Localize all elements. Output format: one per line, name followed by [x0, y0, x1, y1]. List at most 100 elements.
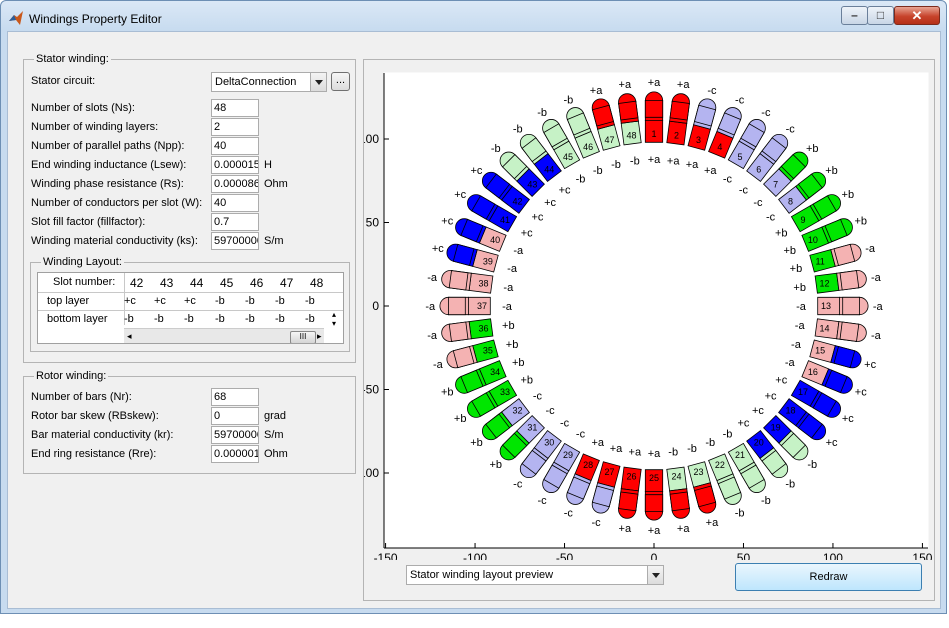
slot: 17 +c +c — [775, 374, 854, 424]
bars-input[interactable]: 68 — [211, 388, 259, 406]
scroll-up-icon[interactable]: ▴ — [332, 310, 337, 319]
close-button[interactable]: ✕ — [894, 6, 940, 25]
skew-label: Rotor bar skew (RBskew): — [31, 410, 159, 422]
top-phase-label: -c — [513, 479, 523, 491]
slots-input[interactable]: 48 — [211, 99, 259, 117]
row-divider — [38, 310, 343, 311]
bottom-layer-cell[interactable]: -b — [245, 313, 255, 325]
top-phase-label: -a — [427, 272, 438, 284]
matlab-icon — [9, 11, 23, 25]
ks-label: Winding material conductivity (ks): — [31, 235, 198, 247]
maximize-icon: □ — [876, 8, 885, 22]
slot-header-cell: 45 — [220, 276, 234, 290]
top-layer-cell[interactable]: -b — [275, 295, 285, 307]
minimize-button[interactable]: – — [841, 6, 868, 25]
rre-label: End ring resistance (Rre): — [31, 448, 157, 460]
slot: 10 +b +b — [783, 215, 867, 256]
kr-unit: S/m — [264, 429, 284, 441]
scroll-left-icon[interactable]: ◂ — [127, 331, 132, 341]
top-phase-label: -c — [538, 495, 548, 507]
preview-selector[interactable]: Stator winding layout preview — [406, 565, 664, 585]
winding-layout-table[interactable]: Slot number: top layer bottom layer 42 4… — [37, 272, 344, 344]
top-phase-label: +a — [648, 525, 661, 537]
bottom-phase-label: -a — [502, 301, 513, 313]
conductors-input[interactable]: 40 — [211, 194, 259, 212]
chevron-down-icon — [647, 566, 663, 584]
bottom-layer-cell[interactable]: -b — [184, 313, 194, 325]
slot-top-fill — [824, 369, 848, 394]
scroll-thumb[interactable]: III — [290, 331, 316, 343]
top-phase-label: -a — [865, 243, 876, 255]
close-icon: ✕ — [911, 8, 923, 23]
slot-number-label: 25 — [649, 473, 659, 483]
bottom-layer-cell[interactable]: -b — [215, 313, 225, 325]
kr-input[interactable]: 59700000 — [211, 426, 259, 444]
slot-top-fill — [448, 321, 469, 342]
top-phase-label: +a — [648, 77, 661, 89]
vertical-scrollbar[interactable]: ▴ ▾ — [328, 310, 343, 343]
top-phase-label: -c — [707, 85, 717, 97]
browse-circuit-button[interactable]: ... — [331, 72, 350, 91]
top-layer-cell[interactable]: +c — [184, 295, 196, 307]
top-layer-cell[interactable]: +c — [154, 295, 166, 307]
slot-number-label: 17 — [798, 387, 808, 397]
top-phase-label: +c — [855, 387, 867, 399]
bottom-layer-cell[interactable]: -b — [154, 313, 164, 325]
ks-input[interactable]: 59700000 — [211, 232, 259, 250]
rre-input[interactable]: 0.000001 — [211, 445, 259, 463]
slot-number-label: 41 — [500, 215, 510, 225]
top-phase-label: +b — [854, 215, 867, 227]
slot: 46 -b -b — [563, 94, 602, 177]
slot: 42 +c +c — [470, 165, 543, 224]
stator-circuit-value: DeltaConnection — [215, 76, 297, 88]
bottom-layer-cell[interactable]: -b — [275, 313, 285, 325]
slot-number-label: 8 — [788, 196, 793, 206]
layers-input[interactable]: 2 — [211, 118, 259, 136]
skew-input[interactable]: 0 — [211, 407, 259, 425]
horizontal-scrollbar[interactable]: ◂ III ▸ — [124, 328, 324, 343]
lsew-input[interactable]: 0.000015 — [211, 156, 259, 174]
bottom-phase-label: -c — [753, 197, 763, 209]
top-phase-label: +b — [842, 189, 855, 201]
parallel-paths-input[interactable]: 40 — [211, 137, 259, 155]
row-divider — [38, 292, 343, 293]
bottom-phase-label: +a — [667, 155, 680, 167]
bottom-phase-label: -b — [576, 174, 586, 186]
top-layer-cell[interactable]: -b — [245, 295, 255, 307]
slot: 23 +a -b — [687, 443, 719, 529]
top-phase-label: -c — [591, 517, 601, 529]
top-layer-cell[interactable]: +c — [124, 295, 136, 307]
slot-top-fill — [839, 321, 860, 342]
slot-top-fill — [797, 413, 823, 439]
top-layer-cell[interactable]: -b — [215, 295, 225, 307]
slot-top-fill — [694, 485, 717, 508]
scroll-down-icon[interactable]: ▾ — [332, 319, 337, 328]
maximize-button[interactable]: □ — [867, 6, 894, 25]
fillfactor-input[interactable]: 0.7 — [211, 213, 259, 231]
bottom-phase-label: +c — [752, 405, 764, 417]
scroll-right-icon[interactable]: ▸ — [317, 331, 322, 341]
slot: 27 -c +a — [591, 443, 623, 529]
bottom-phase-label: -c — [560, 418, 570, 430]
bottom-phase-label: -c — [533, 390, 543, 402]
slot-top-fill — [618, 491, 639, 512]
slot-number-label: 1 — [651, 129, 656, 139]
top-phase-label: -c — [564, 508, 574, 520]
slot-number-label: 7 — [773, 179, 778, 189]
top-phase-label: +b — [825, 165, 838, 177]
slot-top-fill — [452, 346, 475, 369]
slot: 37 -a -a — [425, 296, 513, 316]
stator-circuit-select[interactable]: DeltaConnection — [211, 72, 327, 92]
top-layer-cell[interactable]: -b — [305, 295, 315, 307]
bottom-layer-cell[interactable]: -b — [124, 313, 134, 325]
top-phase-label: +b — [806, 143, 819, 155]
rs-input[interactable]: 0.000086 — [211, 175, 259, 193]
slot-top-fill — [761, 449, 787, 475]
bottom-layer-cell[interactable]: -b — [305, 313, 315, 325]
browse-button-label: ... — [335, 74, 346, 86]
slot: 48 +a -b — [618, 79, 642, 167]
slot-number-label: 10 — [808, 235, 818, 245]
redraw-button[interactable]: Redraw — [735, 563, 922, 591]
slot-top-fill — [543, 464, 568, 489]
slot-number-label: 6 — [756, 165, 761, 175]
